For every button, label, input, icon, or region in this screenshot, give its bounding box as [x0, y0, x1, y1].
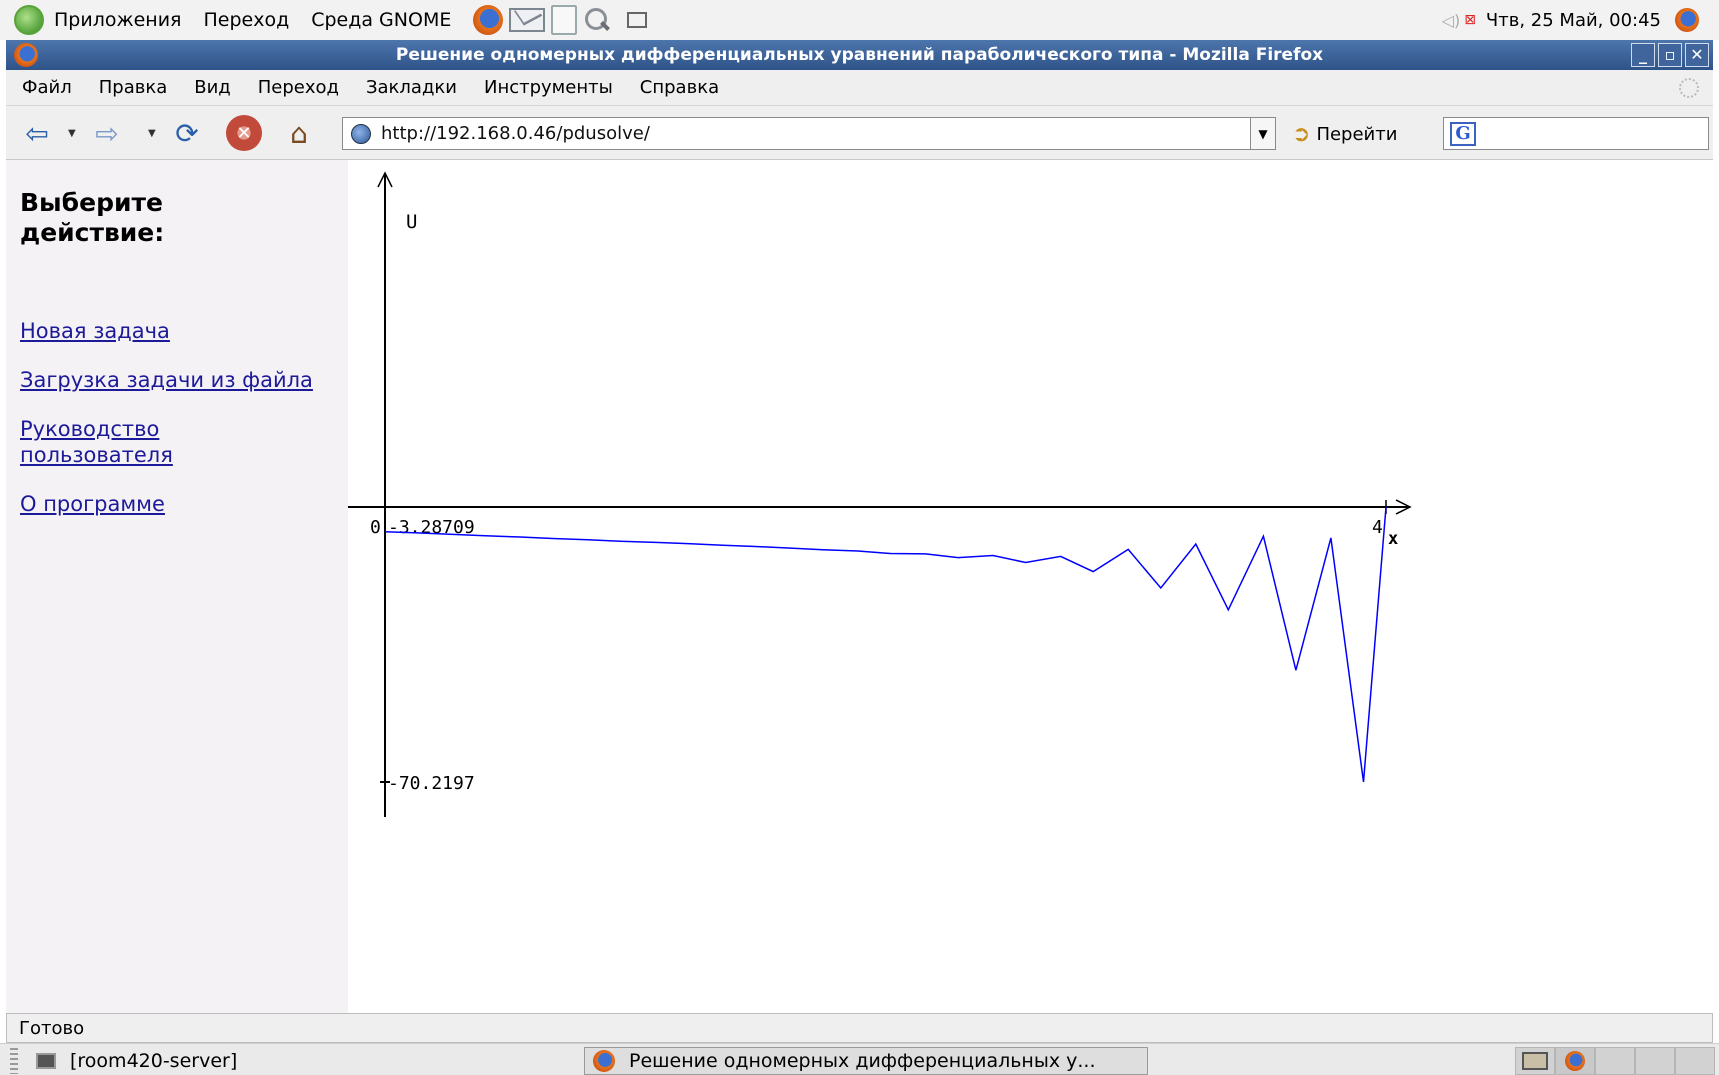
- status-bar: Готово: [6, 1013, 1713, 1043]
- navigation-toolbar: ⇦ ▼ ⇨ ▼ ⟳ ✕ ⌂ http://192.168.0.46/pdusol…: [6, 106, 1713, 160]
- go-button-label: Перейти: [1316, 123, 1398, 145]
- workspace-4[interactable]: [1675, 1047, 1715, 1075]
- terminal-icon: [36, 1053, 56, 1069]
- firefox-window-icon[interactable]: [14, 43, 38, 67]
- gnome-foot-icon[interactable]: [14, 5, 44, 35]
- gnome-bottom-panel: [room420-server] Решение одномерных дифф…: [0, 1043, 1719, 1075]
- workspace-tray: [1515, 1047, 1715, 1075]
- go-arrow-icon: ➲: [1292, 121, 1311, 147]
- status-text: Готово: [19, 1017, 85, 1039]
- maximize-button[interactable]: ▫: [1658, 43, 1682, 67]
- site-globe-icon: [351, 123, 371, 144]
- menu-tools[interactable]: Инструменты: [483, 77, 613, 98]
- workspace-1[interactable]: [1555, 1047, 1595, 1075]
- forward-arrow-icon[interactable]: ⇨: [95, 116, 119, 150]
- gnome-top-panel: Приложения Переход Среда GNOME ◁) ⊠ Чтв,…: [0, 0, 1719, 40]
- workspace-3[interactable]: [1635, 1047, 1675, 1075]
- close-button[interactable]: ✕: [1685, 43, 1709, 67]
- mail-launcher-icon[interactable]: [509, 8, 546, 32]
- firefox-task-icon: [593, 1050, 615, 1072]
- taskbar-item-label: [room420-server]: [70, 1050, 238, 1072]
- forward-history-dropdown-icon[interactable]: ▼: [148, 128, 156, 139]
- firefox-workspace-icon: [1565, 1051, 1585, 1071]
- y-axis-arrow: [377, 171, 393, 188]
- show-desktop-button[interactable]: [1515, 1047, 1555, 1075]
- x-axis-arrow: [1395, 499, 1412, 515]
- workspace-2[interactable]: [1595, 1047, 1635, 1075]
- taskbar-item-label: Решение одномерных дифференциальных у...: [629, 1050, 1096, 1072]
- link-about[interactable]: О программе: [20, 492, 165, 516]
- menu-edit[interactable]: Правка: [98, 77, 168, 98]
- window-titlebar[interactable]: Решение одномерных дифференциальных урав…: [6, 40, 1713, 70]
- menu-file[interactable]: Файл: [22, 77, 72, 98]
- page-content: Выберите действие: Новая задача Загрузка…: [6, 160, 1713, 1013]
- panel-drag-handle[interactable]: [10, 1048, 18, 1074]
- stop-icon[interactable]: ✕: [226, 115, 262, 151]
- url-field[interactable]: http://192.168.0.46/pdusolve/: [342, 117, 1274, 150]
- solution-series-line: [384, 507, 1387, 782]
- solution-plot: U x 0 4 -3.28709 -70.2197: [348, 160, 1713, 1013]
- screenshot-launcher-icon[interactable]: [627, 12, 648, 28]
- notes-launcher-icon[interactable]: [551, 5, 578, 35]
- sidebar-heading: Выберите действие:: [20, 188, 165, 247]
- window-title: Решение одномерных дифференциальных урав…: [395, 45, 1324, 65]
- link-load-task[interactable]: Загрузка задачи из файла: [20, 368, 313, 392]
- link-user-guide[interactable]: Руководство пользователя: [20, 417, 173, 467]
- places-menu[interactable]: Переход: [203, 9, 290, 31]
- firefox-tray-icon[interactable]: [1675, 8, 1699, 32]
- sidebar: Выберите действие: Новая задача Загрузка…: [6, 160, 348, 1013]
- x-tick-label-end: 4: [1372, 517, 1383, 538]
- throbber-icon: [1679, 78, 1699, 98]
- home-icon[interactable]: ⌂: [290, 116, 308, 150]
- menu-bar: Файл Правка Вид Переход Закладки Инструм…: [6, 70, 1713, 106]
- x-tick-label-start: 0: [370, 517, 381, 538]
- menu-view[interactable]: Вид: [194, 77, 231, 98]
- volume-icon[interactable]: ◁): [1441, 10, 1461, 30]
- url-text[interactable]: http://192.168.0.46/pdusolve/: [381, 123, 650, 144]
- taskbar-item-firefox[interactable]: Решение одномерных дифференциальных у...: [584, 1047, 1148, 1075]
- minimize-button[interactable]: _: [1631, 43, 1655, 67]
- go-button[interactable]: ➲ Перейти: [1292, 119, 1397, 149]
- search-launcher-icon[interactable]: [583, 6, 611, 34]
- plot-svg: U x 0 4 -3.28709 -70.2197: [348, 171, 1412, 817]
- back-history-dropdown-icon[interactable]: ▼: [68, 128, 76, 139]
- y-tick-label-min: -70.2197: [388, 773, 475, 794]
- reload-icon[interactable]: ⟳: [175, 116, 199, 150]
- menu-go[interactable]: Переход: [257, 77, 339, 98]
- url-history-dropdown[interactable]: ▼: [1250, 117, 1276, 150]
- link-new-task[interactable]: Новая задача: [20, 319, 170, 343]
- firefox-launcher-icon[interactable]: [473, 5, 504, 35]
- search-input[interactable]: G: [1443, 117, 1709, 150]
- mute-indicator-icon: ⊠: [1464, 12, 1476, 28]
- menu-bookmarks[interactable]: Закладки: [365, 77, 457, 98]
- y-axis-label: U: [406, 211, 417, 233]
- clock[interactable]: Чтв, 25 Май, 00:45: [1485, 9, 1661, 31]
- desktop-menu[interactable]: Среда GNOME: [311, 9, 452, 31]
- menu-help[interactable]: Справка: [639, 77, 720, 98]
- applications-menu[interactable]: Приложения: [54, 9, 182, 31]
- show-desktop-icon: [1522, 1052, 1548, 1070]
- x-axis-label: x: [1388, 529, 1398, 549]
- google-search-engine-icon[interactable]: G: [1450, 121, 1476, 146]
- back-arrow-icon[interactable]: ⇦: [25, 116, 49, 150]
- taskbar-item-server[interactable]: [room420-server]: [28, 1047, 568, 1075]
